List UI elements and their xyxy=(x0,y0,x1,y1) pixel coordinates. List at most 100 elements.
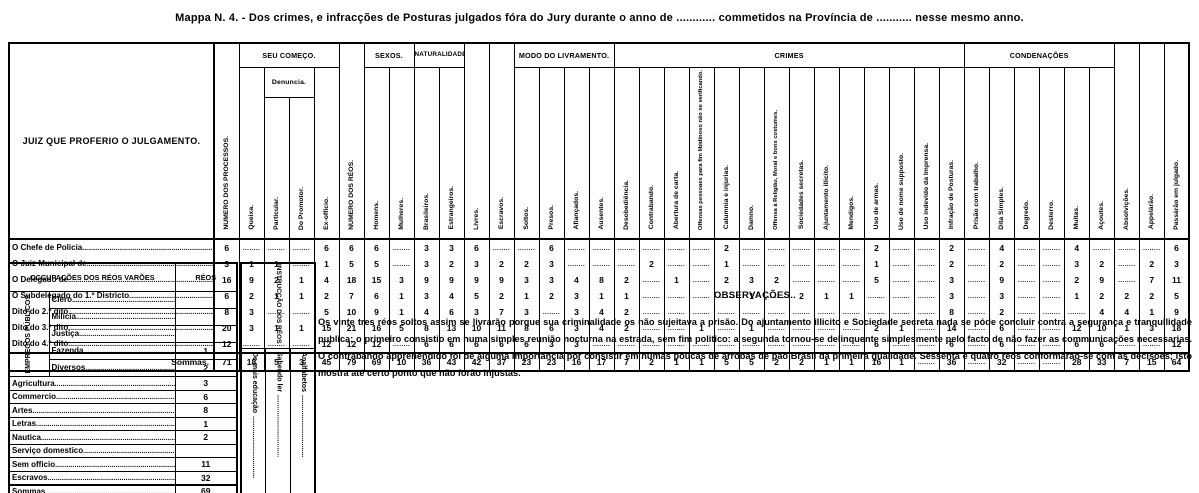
data-cell: 10 xyxy=(1088,319,1115,336)
occ-head: OCCUPAÇÕES DOS RÉOS VARÕES RÉOS xyxy=(8,262,238,292)
occupation-label: Agricultura xyxy=(8,376,176,391)
data-cell xyxy=(663,238,690,256)
occupation-label: Clero xyxy=(48,290,176,309)
group-header-seu_comeco: SEU COMEÇO. xyxy=(238,42,340,68)
column-header-26: Uso de armas. xyxy=(863,66,890,240)
data-cell: 2 xyxy=(863,238,890,256)
occ-group-row: Justiça xyxy=(9,324,238,343)
column-header-16: Desobediência. xyxy=(613,66,640,240)
occ-sommas-text: Sommas xyxy=(12,486,46,493)
occupation-label-flex: Sem officio xyxy=(10,459,174,469)
occ-sommas-label: Sommas xyxy=(8,483,176,493)
instruction-column-label: De mais educação xyxy=(240,348,267,493)
occupation-value: 2 xyxy=(174,430,238,445)
data-cell: 3 xyxy=(938,271,965,288)
occ-row: Letras 1 xyxy=(8,416,238,431)
occ-body: EMPREGOS PÚBLICOS. Clero Milícia Justiça Faz… xyxy=(8,290,238,493)
data-cell xyxy=(788,255,815,272)
data-cell: 2 xyxy=(713,271,740,288)
data-cell xyxy=(1038,238,1065,256)
data-cell: 2 xyxy=(1138,255,1165,272)
data-cell xyxy=(1138,238,1165,256)
sommas-cell: 33 xyxy=(1088,351,1115,371)
instruction-column-label: Analfabetos xyxy=(289,348,316,493)
data-cell: 9 xyxy=(488,271,515,288)
column-header-label: Do Promotor. xyxy=(297,186,305,230)
column-header-label: Particular. xyxy=(272,196,280,230)
column-header-label: Sociedades secretas. xyxy=(797,160,805,230)
column-header-10: Livres. xyxy=(463,42,490,240)
occ-row: Artes 8 xyxy=(8,403,238,418)
data-cell: 2 xyxy=(938,255,965,272)
data-cell xyxy=(238,238,265,256)
data-cell xyxy=(638,238,665,256)
occupation-label-flex: Commercio xyxy=(10,392,174,401)
occupation-label: Sem officio xyxy=(8,457,176,472)
data-cell xyxy=(1038,271,1065,288)
instruction-column-text: De mais educação xyxy=(249,352,258,477)
column-header-27: Uso de nome supposto. xyxy=(888,66,915,240)
column-header-15: Ausentes. xyxy=(588,66,615,240)
inst-label-row: De mais educação Sabendo ler Analfabetos xyxy=(240,348,316,493)
occupation-label-text: Clero xyxy=(51,295,72,305)
data-cell xyxy=(613,255,640,272)
data-cell: 9 xyxy=(413,271,440,288)
column-header-18: Abertura de carta. xyxy=(663,66,690,240)
occupation-label: Fazenda xyxy=(48,341,176,360)
occupation-value xyxy=(174,324,238,343)
group-header-naturalidades: NATURALIDADES. xyxy=(413,42,465,68)
occupation-label-flex: Justiça xyxy=(50,329,174,338)
column-header-38: Passárão em julgado. xyxy=(1163,42,1190,240)
occupation-label-text: Diversos xyxy=(51,363,86,373)
data-cell xyxy=(788,271,815,288)
occupations-header: OCCUPAÇÕES DOS RÉOS VARÕES xyxy=(8,262,176,292)
occupation-label-text: Serviço domestico xyxy=(12,446,84,456)
row-label-text: O Chefe de Policia xyxy=(12,243,83,253)
column-header-8: Brasileiros. xyxy=(413,66,440,240)
data-cell: 2 xyxy=(988,255,1015,272)
data-cell: 1 xyxy=(663,271,690,288)
group-header-sexos: SEXOS. xyxy=(363,42,415,68)
data-cell: 2 xyxy=(488,255,515,272)
occupation-label: Artes xyxy=(8,403,176,418)
data-cell xyxy=(388,238,415,256)
observations-title: OBSERVAÇÕES.. xyxy=(713,290,797,301)
occ-sommas-flex: Sommas xyxy=(10,486,174,493)
data-cell: 3 xyxy=(1163,255,1190,272)
dot-leader xyxy=(85,365,174,372)
occupation-value: 3 xyxy=(174,376,238,391)
data-cell: 4 xyxy=(1088,303,1115,320)
data-cell: 4 xyxy=(1063,238,1090,256)
occupation-label: Commercio xyxy=(8,389,176,404)
occ-row: Commercio 6 xyxy=(8,389,238,404)
occupation-label-text: Letras xyxy=(12,419,37,429)
occ-sommas-value: 69 xyxy=(174,483,238,493)
data-cell: 3 xyxy=(388,271,415,288)
column-header-label: Uso de nome supposto. xyxy=(897,152,905,230)
data-cell xyxy=(388,255,415,272)
data-cell: 2 xyxy=(438,255,465,272)
occupation-label-text: Fazenda xyxy=(51,346,84,356)
column-header-label: Multas. xyxy=(1072,206,1080,230)
inst-head: INSTRUCÇÃO DOS RÉOS xyxy=(240,262,316,350)
data-cell xyxy=(588,238,615,256)
data-cell: 4 xyxy=(588,319,615,336)
column-header-label: Calumnia e injurias. xyxy=(722,165,730,230)
data-cell xyxy=(513,238,540,256)
observations-section: OBSERVAÇÕES.. Os vinte tres réos soltos … xyxy=(318,290,1192,382)
sommas-cell: 64 xyxy=(1163,351,1190,371)
data-cell: 1 xyxy=(313,255,340,272)
column-header-label: Ausentes. xyxy=(597,197,605,230)
data-cell xyxy=(1013,238,1040,256)
occupation-label-text: Sem officio xyxy=(12,459,56,469)
column-header-24: Ajuntamento illicito. xyxy=(813,66,840,240)
column-header-label: Homens. xyxy=(372,200,380,230)
occupation-value: 11 xyxy=(174,457,238,472)
column-header-label: Ex-officio. xyxy=(322,196,330,230)
column-header-30: Prisão com trabalho. xyxy=(963,66,990,240)
data-cell: 2 xyxy=(713,238,740,256)
data-cell xyxy=(788,238,815,256)
occ-group-row: Fazenda 1 xyxy=(9,341,238,360)
data-cell: 12 xyxy=(1163,335,1190,353)
